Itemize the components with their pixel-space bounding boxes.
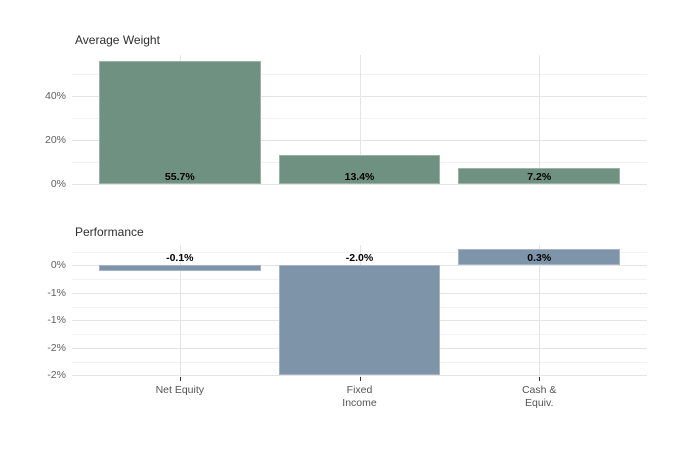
x-axis-label-cash-equiv: Cash & Equiv. — [521, 384, 557, 409]
bar-value-label-net-equity: -0.1% — [166, 252, 194, 265]
x-tick-mark — [179, 377, 181, 381]
bar-fixed-income — [278, 265, 441, 376]
x-tick-mark — [539, 377, 541, 381]
major-gridline — [72, 184, 647, 185]
y-tick-label: 0% — [50, 259, 66, 272]
y-tick-label: -1% — [47, 286, 66, 299]
bar-value-label-net-equity: 55.7% — [164, 171, 195, 183]
y-tick-label: -1% — [47, 314, 66, 327]
vertical-gridline — [359, 55, 361, 184]
bar-fixed-income — [278, 154, 441, 184]
bar-net-equity — [99, 61, 261, 184]
panel-title-average-weight: Average Weight — [75, 33, 160, 47]
y-tick-label: 40% — [44, 89, 66, 102]
x-axis-label-net-equity: Net Equity — [155, 384, 205, 396]
bar-value-label-cash-equiv: 7.2% — [527, 171, 552, 183]
bar-value-label-fixed-income: -2.0% — [345, 252, 374, 265]
bar-cash-equiv — [458, 168, 620, 184]
bar-value-label-cash-equiv: 0.3% — [527, 252, 552, 265]
panel-title-performance: Performance — [75, 225, 144, 239]
bar-net-equity — [99, 265, 261, 271]
vertical-gridline — [179, 245, 181, 377]
x-tick-mark — [359, 377, 361, 381]
y-tick-label: 0% — [50, 178, 66, 190]
bar-cash-equiv — [458, 248, 620, 266]
vertical-gridline — [539, 55, 541, 184]
vertical-gridline — [539, 245, 541, 377]
x-axis-label-fixed-income: Fixed Income — [342, 384, 377, 409]
y-tick-label: 20% — [44, 133, 66, 146]
y-tick-label: -2% — [47, 369, 66, 382]
y-tick-label: -2% — [47, 341, 66, 354]
bar-value-label-fixed-income: 13.4% — [344, 171, 375, 183]
